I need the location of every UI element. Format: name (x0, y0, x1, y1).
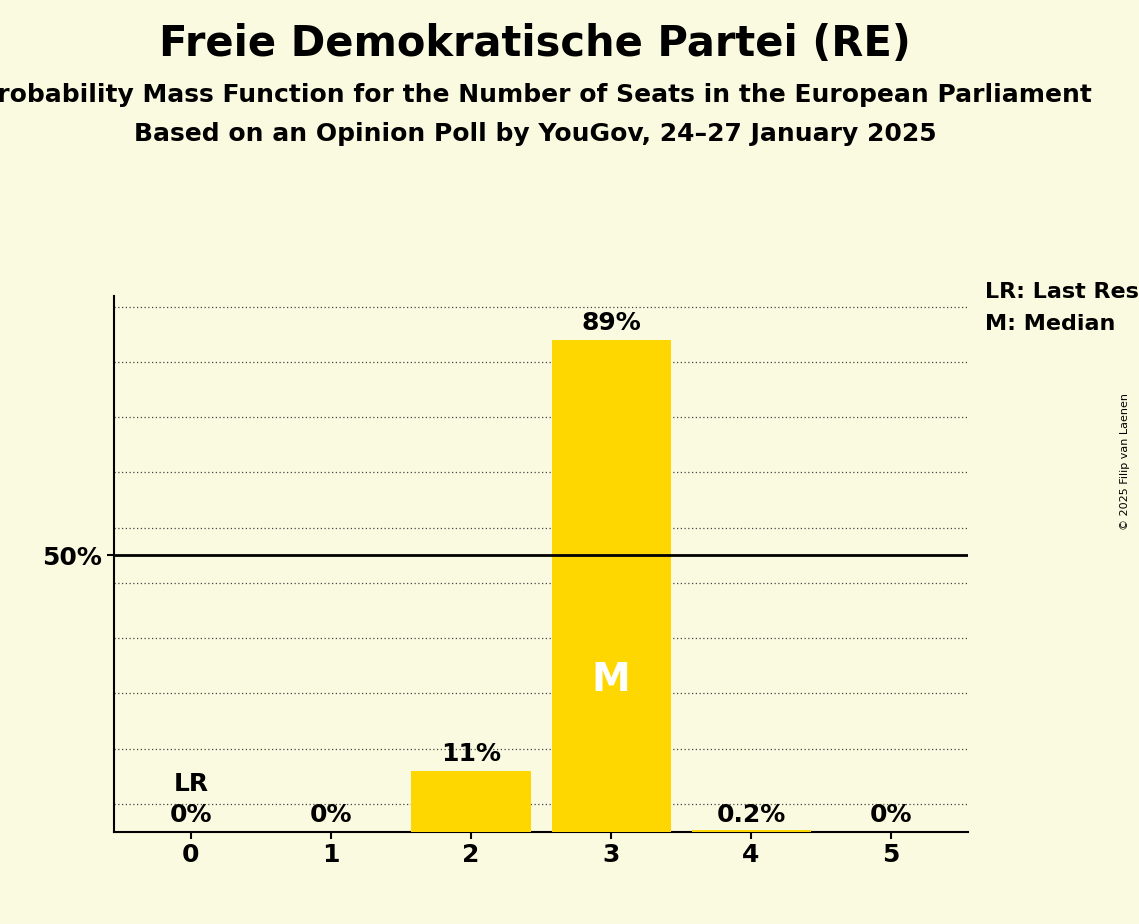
Text: 11%: 11% (441, 742, 501, 766)
Bar (411, 771, 531, 832)
Text: Freie Demokratische Partei (RE): Freie Demokratische Partei (RE) (159, 23, 911, 65)
Text: 0%: 0% (310, 803, 352, 827)
Text: © 2025 Filip van Laenen: © 2025 Filip van Laenen (1120, 394, 1130, 530)
Text: LR: LR (173, 772, 208, 796)
Text: LR: Last Result: LR: Last Result (985, 282, 1139, 302)
Text: M: M (591, 661, 630, 699)
Bar (691, 831, 811, 832)
Text: Probability Mass Function for the Number of Seats in the European Parliament: Probability Mass Function for the Number… (0, 83, 1092, 107)
Text: 0.2%: 0.2% (716, 803, 786, 827)
Text: Based on an Opinion Poll by YouGov, 24–27 January 2025: Based on an Opinion Poll by YouGov, 24–2… (134, 122, 936, 146)
Text: M: Median: M: Median (985, 314, 1115, 334)
Bar (551, 340, 671, 832)
Text: 89%: 89% (581, 311, 641, 335)
Text: 0%: 0% (170, 803, 212, 827)
Text: 0%: 0% (870, 803, 912, 827)
